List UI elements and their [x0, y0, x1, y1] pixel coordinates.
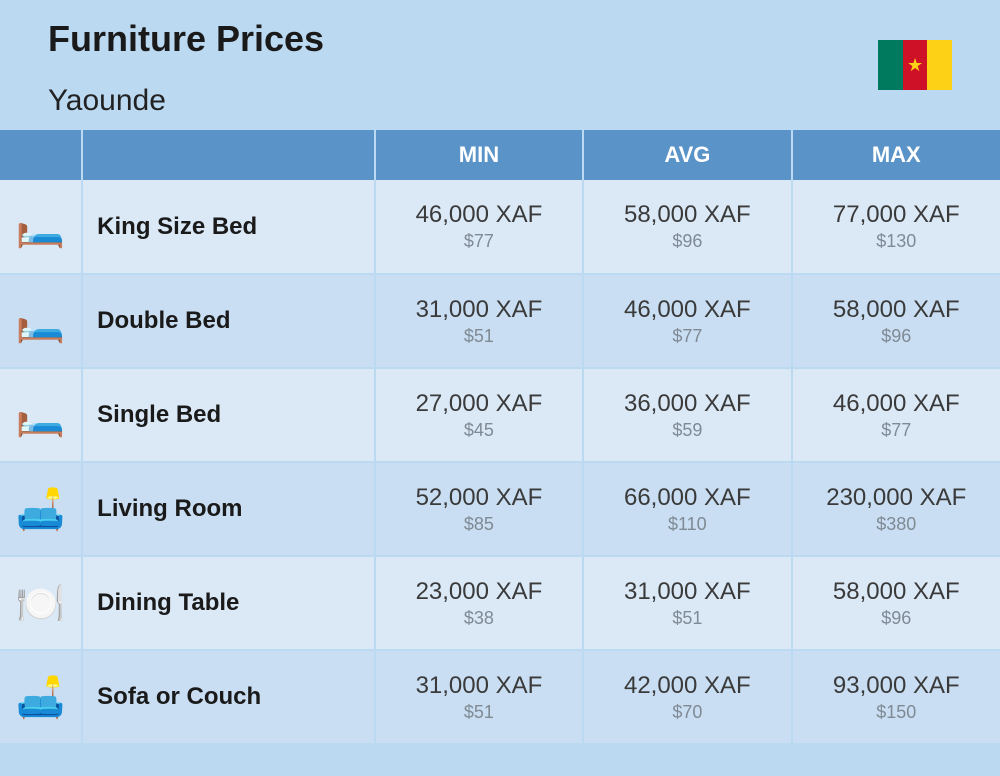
- furniture-name: Living Room: [82, 462, 375, 556]
- header: Furniture Prices Yaounde ★: [0, 0, 1000, 130]
- price-min: 31,000 XAF $51: [375, 650, 583, 744]
- price-min-xaf: 46,000 XAF: [376, 201, 582, 229]
- furniture-name: King Size Bed: [82, 180, 375, 274]
- price-min: 27,000 XAF $45: [375, 368, 583, 462]
- price-avg-xaf: 31,000 XAF: [584, 578, 790, 606]
- price-avg-xaf: 42,000 XAF: [584, 672, 790, 700]
- price-avg-usd: $51: [584, 608, 790, 629]
- price-max-usd: $380: [793, 514, 1000, 535]
- price-min-usd: $51: [376, 326, 582, 347]
- price-max-xaf: 230,000 XAF: [793, 484, 1000, 512]
- price-max-xaf: 58,000 XAF: [793, 578, 1000, 606]
- price-max: 93,000 XAF $150: [792, 650, 1000, 744]
- furniture-icon: 🛋️: [0, 462, 82, 556]
- price-avg-usd: $96: [584, 231, 790, 252]
- price-avg: 36,000 XAF $59: [583, 368, 791, 462]
- price-max-xaf: 77,000 XAF: [793, 201, 1000, 229]
- price-min-xaf: 31,000 XAF: [376, 672, 582, 700]
- price-min: 31,000 XAF $51: [375, 274, 583, 368]
- furniture-icon: 🛏️: [0, 274, 82, 368]
- price-max: 46,000 XAF $77: [792, 368, 1000, 462]
- table-header-row: MIN AVG MAX: [0, 130, 1000, 180]
- price-table: MIN AVG MAX 🛏️ King Size Bed 46,000 XAF …: [0, 130, 1000, 745]
- table-row: 🛋️ Sofa or Couch 31,000 XAF $51 42,000 X…: [0, 650, 1000, 744]
- furniture-icon: 🍽️: [0, 556, 82, 650]
- price-max-xaf: 46,000 XAF: [793, 390, 1000, 418]
- price-avg-xaf: 58,000 XAF: [584, 201, 790, 229]
- furniture-icon: 🛋️: [0, 650, 82, 744]
- price-avg-usd: $59: [584, 420, 790, 441]
- flag-stripe-yellow: [927, 40, 952, 90]
- furniture-icon: 🛏️: [0, 368, 82, 462]
- price-avg-usd: $77: [584, 326, 790, 347]
- col-head-name: [82, 130, 375, 180]
- price-min-xaf: 52,000 XAF: [376, 484, 582, 512]
- price-min: 52,000 XAF $85: [375, 462, 583, 556]
- col-head-avg: AVG: [583, 130, 791, 180]
- table-row: 🛏️ Double Bed 31,000 XAF $51 46,000 XAF …: [0, 274, 1000, 368]
- col-head-max: MAX: [792, 130, 1000, 180]
- table-row: 🛏️ Single Bed 27,000 XAF $45 36,000 XAF …: [0, 368, 1000, 462]
- price-min-usd: $38: [376, 608, 582, 629]
- table-row: 🍽️ Dining Table 23,000 XAF $38 31,000 XA…: [0, 556, 1000, 650]
- table-row: 🛋️ Living Room 52,000 XAF $85 66,000 XAF…: [0, 462, 1000, 556]
- price-min-usd: $51: [376, 702, 582, 723]
- price-min-usd: $85: [376, 514, 582, 535]
- price-avg-usd: $70: [584, 702, 790, 723]
- furniture-name: Single Bed: [82, 368, 375, 462]
- flag-stripe-green: [878, 40, 903, 90]
- price-max: 77,000 XAF $130: [792, 180, 1000, 274]
- page-subtitle: Yaounde: [48, 84, 952, 118]
- price-max-xaf: 93,000 XAF: [793, 672, 1000, 700]
- price-min-usd: $45: [376, 420, 582, 441]
- country-flag: ★: [878, 40, 952, 90]
- price-min-xaf: 27,000 XAF: [376, 390, 582, 418]
- price-avg: 46,000 XAF $77: [583, 274, 791, 368]
- price-min-xaf: 31,000 XAF: [376, 296, 582, 324]
- price-max-usd: $130: [793, 231, 1000, 252]
- price-avg: 31,000 XAF $51: [583, 556, 791, 650]
- page-title: Furniture Prices: [48, 18, 952, 60]
- furniture-name: Double Bed: [82, 274, 375, 368]
- price-min-xaf: 23,000 XAF: [376, 578, 582, 606]
- furniture-icon: 🛏️: [0, 180, 82, 274]
- price-min: 23,000 XAF $38: [375, 556, 583, 650]
- price-avg: 42,000 XAF $70: [583, 650, 791, 744]
- price-max: 58,000 XAF $96: [792, 274, 1000, 368]
- price-min: 46,000 XAF $77: [375, 180, 583, 274]
- flag-star-icon: ★: [907, 55, 923, 76]
- price-avg-xaf: 66,000 XAF: [584, 484, 790, 512]
- col-head-min: MIN: [375, 130, 583, 180]
- table-row: 🛏️ King Size Bed 46,000 XAF $77 58,000 X…: [0, 180, 1000, 274]
- col-head-icon: [0, 130, 82, 180]
- price-max-usd: $96: [793, 608, 1000, 629]
- price-max-usd: $96: [793, 326, 1000, 347]
- price-max: 230,000 XAF $380: [792, 462, 1000, 556]
- price-max-usd: $150: [793, 702, 1000, 723]
- price-min-usd: $77: [376, 231, 582, 252]
- price-max: 58,000 XAF $96: [792, 556, 1000, 650]
- furniture-name: Sofa or Couch: [82, 650, 375, 744]
- price-avg: 58,000 XAF $96: [583, 180, 791, 274]
- price-max-xaf: 58,000 XAF: [793, 296, 1000, 324]
- price-avg-xaf: 36,000 XAF: [584, 390, 790, 418]
- price-avg: 66,000 XAF $110: [583, 462, 791, 556]
- price-avg-usd: $110: [584, 514, 790, 535]
- furniture-name: Dining Table: [82, 556, 375, 650]
- price-max-usd: $77: [793, 420, 1000, 441]
- flag-stripe-red: ★: [903, 40, 928, 90]
- price-avg-xaf: 46,000 XAF: [584, 296, 790, 324]
